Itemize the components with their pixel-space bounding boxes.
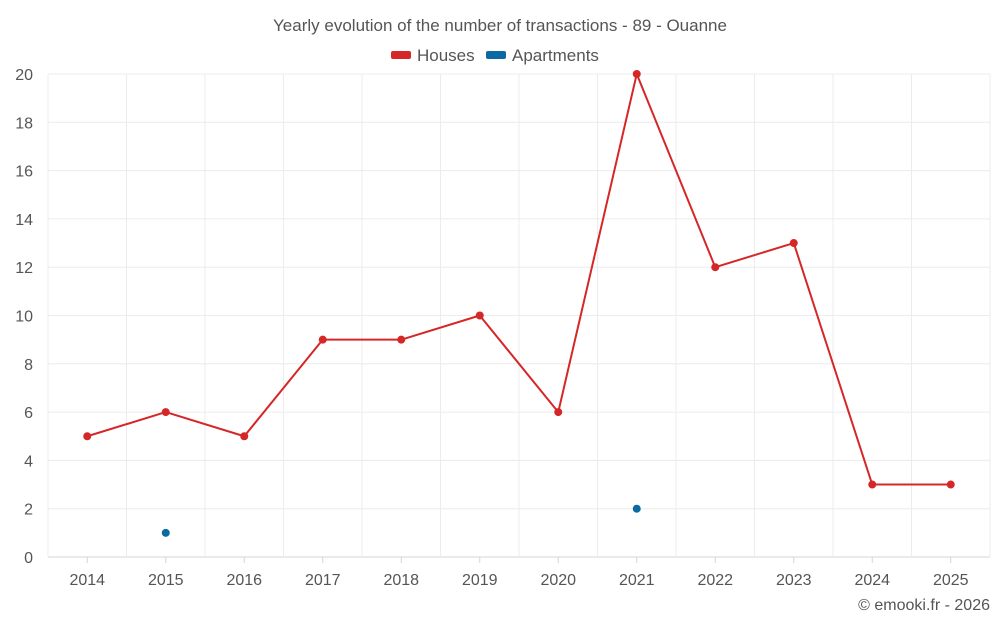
data-point-houses[interactable] [711, 263, 720, 272]
data-point-houses[interactable] [318, 335, 327, 344]
y-tick-label: 6 [24, 405, 33, 422]
grid [47, 73, 991, 558]
credit-text: © emooki.fr - 2026 [858, 597, 990, 614]
x-tick-label: 2017 [305, 572, 341, 589]
data-point-houses[interactable] [240, 432, 249, 441]
data-point-houses[interactable] [475, 311, 484, 320]
x-tick-label: 2022 [697, 572, 733, 589]
x-tick-label: 2025 [933, 572, 969, 589]
y-tick-label: 2 [24, 502, 33, 519]
x-tick-label: 2016 [226, 572, 262, 589]
series-line-houses [86, 73, 951, 486]
legend-label-apartments[interactable]: Apartments [512, 46, 599, 65]
x-tick-label: 2024 [854, 572, 890, 589]
y-tick-label: 10 [15, 309, 33, 326]
data-point-houses[interactable] [83, 432, 92, 441]
x-tick-label: 2014 [69, 572, 105, 589]
legend-swatch-houses [391, 51, 411, 59]
data-point-houses[interactable] [161, 408, 170, 417]
legend: Houses Apartments [391, 46, 599, 65]
x-axis: 2014 2015 2016 2017 2018 2019 2020 2021 2022 2023… [69, 557, 969, 589]
legend-swatch-apartments [486, 51, 506, 59]
x-tick-label: 2019 [462, 572, 498, 589]
x-tick-label: 2015 [148, 572, 184, 589]
y-tick-label: 14 [15, 212, 33, 229]
x-tick-label: 2020 [540, 572, 576, 589]
data-point-houses[interactable] [632, 70, 641, 78]
y-tick-label: 18 [15, 115, 33, 132]
data-point-houses[interactable] [946, 480, 955, 489]
y-tick-label: 12 [15, 260, 33, 277]
data-point-houses[interactable] [789, 239, 798, 248]
y-tick-label: 4 [24, 453, 33, 470]
data-point-houses[interactable] [554, 408, 563, 417]
y-axis: 0 2 4 6 8 10 12 14 16 18 20 [15, 67, 33, 567]
data-point-apartments[interactable] [632, 504, 641, 513]
chart-title: Yearly evolution of the number of transa… [273, 16, 727, 35]
data-point-houses[interactable] [397, 335, 406, 344]
y-tick-label: 16 [15, 164, 33, 181]
x-tick-label: 2023 [776, 572, 812, 589]
series [83, 70, 955, 537]
x-tick-label: 2021 [619, 572, 655, 589]
legend-label-houses[interactable]: Houses [417, 46, 475, 65]
x-tick-label: 2018 [383, 572, 419, 589]
y-tick-label: 20 [15, 67, 33, 84]
data-point-apartments[interactable] [161, 528, 170, 537]
data-point-houses[interactable] [868, 480, 877, 489]
y-tick-label: 0 [24, 550, 33, 567]
y-tick-label: 8 [24, 357, 33, 374]
